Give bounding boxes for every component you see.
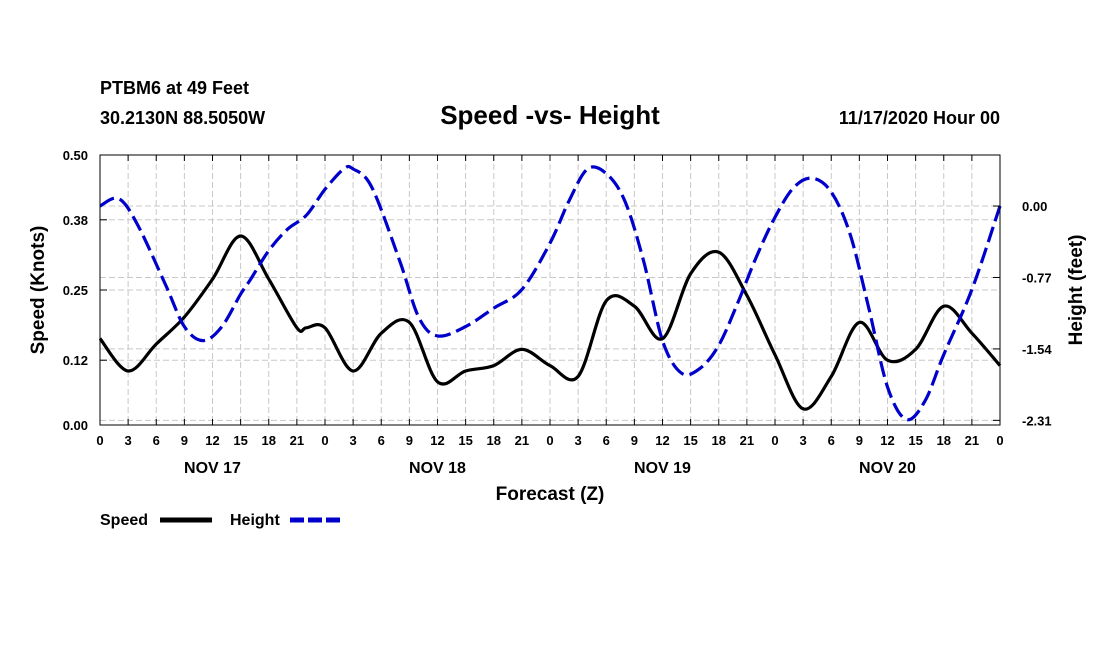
forecast-time: 11/17/2020 Hour 00 — [839, 108, 1000, 128]
x-tick-label: 0 — [771, 433, 778, 448]
x-tick-label: 18 — [262, 433, 276, 448]
x-tick-label: 18 — [712, 433, 726, 448]
x-tick-label: 15 — [683, 433, 697, 448]
legend: Speed Height — [100, 512, 342, 529]
series-line-height — [99, 164, 1002, 422]
x-tick-label: 6 — [153, 433, 160, 448]
station-coordinates: 30.2130N 88.5050W — [100, 108, 265, 128]
y-tick-label-right: -0.77 — [1022, 270, 1052, 285]
x-day-label: NOV 19 — [634, 460, 691, 477]
x-tick-label: 3 — [800, 433, 807, 448]
x-tick-label: 9 — [856, 433, 863, 448]
y-axis-label-right: Height (feet) — [1066, 235, 1087, 346]
y-tick-label-left: 0.00 — [63, 418, 88, 433]
x-day-label: NOV 17 — [184, 460, 241, 477]
series-line-speed — [98, 234, 1002, 411]
x-tick-label: 15 — [233, 433, 247, 448]
x-tick-label: 9 — [181, 433, 188, 448]
x-tick-label: 12 — [880, 433, 894, 448]
x-tick-label: 18 — [487, 433, 501, 448]
x-day-label: NOV 20 — [859, 460, 916, 477]
x-tick-label: 12 — [430, 433, 444, 448]
x-tick-label: 9 — [406, 433, 413, 448]
y-tick-label-left: 0.12 — [63, 353, 88, 368]
y-tick-label-left: 0.38 — [63, 213, 88, 228]
x-tick-label: 21 — [965, 433, 979, 448]
x-tick-label: 0 — [321, 433, 328, 448]
y-tick-label-right: -1.54 — [1022, 342, 1052, 357]
y-axis-label-left: Speed (Knots) — [28, 226, 49, 355]
chart-title: Speed -vs- Height — [440, 100, 660, 130]
x-tick-label: 6 — [828, 433, 835, 448]
x-tick-label: 3 — [350, 433, 357, 448]
grid-lines — [100, 155, 1000, 425]
station-name: PTBM6 at 49 Feet — [100, 78, 249, 98]
x-tick-label: 12 — [655, 433, 669, 448]
series-group — [98, 164, 1002, 422]
x-tick-label: 21 — [740, 433, 754, 448]
legend-height-label: Height — [230, 512, 280, 529]
x-tick-label: 18 — [937, 433, 951, 448]
y-tick-label-left: 0.25 — [63, 283, 88, 298]
x-tick-label: 15 — [908, 433, 922, 448]
x-tick-label: 0 — [546, 433, 553, 448]
y-tick-label-right: -2.31 — [1022, 413, 1052, 428]
y-tick-label-left: 0.50 — [63, 148, 88, 163]
x-tick-label: 21 — [290, 433, 304, 448]
x-tick-label: 6 — [378, 433, 385, 448]
x-tick-label: 12 — [205, 433, 219, 448]
legend-speed-label: Speed — [100, 512, 148, 529]
y-tick-label-right: 0.00 — [1022, 199, 1047, 214]
x-tick-label: 3 — [575, 433, 582, 448]
x-day-label: NOV 18 — [409, 460, 466, 477]
x-tick-label: 0 — [96, 433, 103, 448]
axes-group: 0 3 6 9 12 15 18 21 0 3 6 9 12 15 18 21 0 3 6 9 12 15 18 21 0 3 6 9… — [63, 148, 1053, 477]
x-tick-label: 9 — [631, 433, 638, 448]
x-tick-label: 3 — [125, 433, 132, 448]
x-tick-label: 6 — [603, 433, 610, 448]
x-tick-label: 15 — [458, 433, 472, 448]
x-tick-label: 0 — [996, 433, 1003, 448]
x-tick-label: 21 — [515, 433, 529, 448]
x-axis-label: Forecast (Z) — [496, 484, 605, 505]
